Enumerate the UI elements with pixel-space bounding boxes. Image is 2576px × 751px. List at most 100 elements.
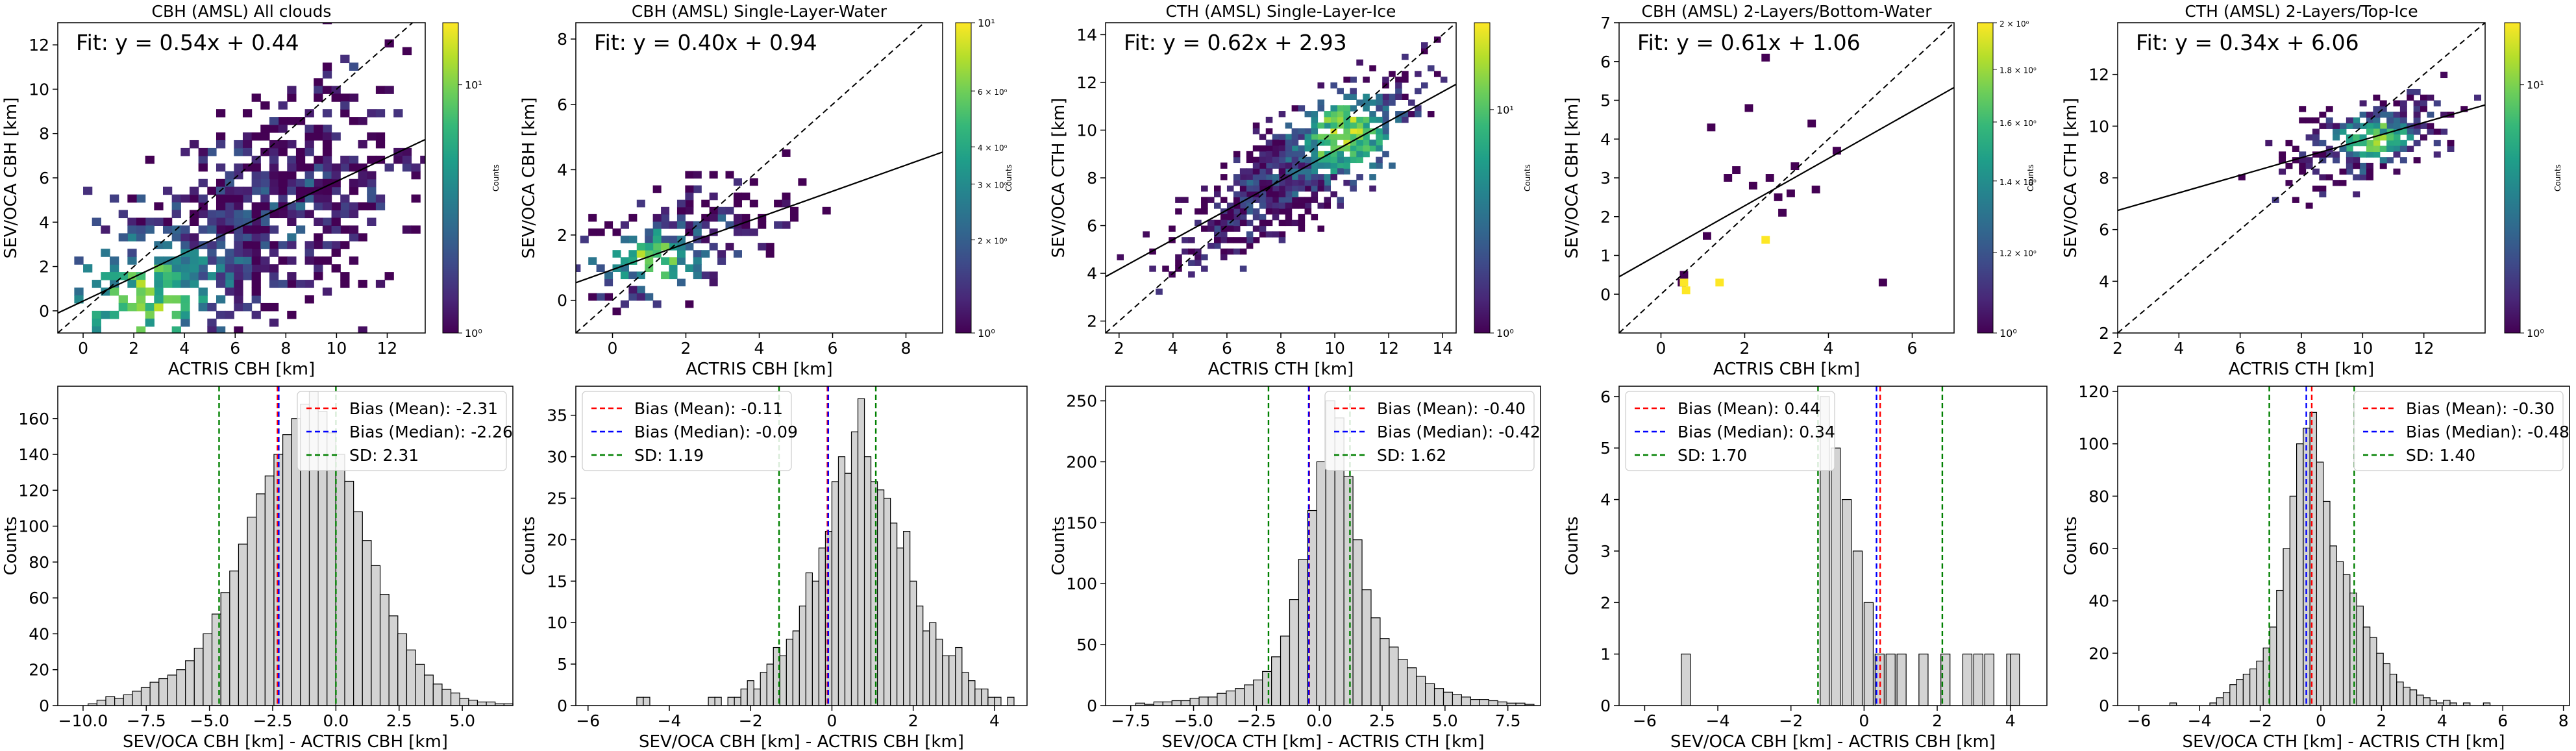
heatmap-cell — [1226, 248, 1234, 255]
legend-box — [2353, 391, 2564, 471]
heatmap-cell — [652, 221, 662, 229]
heatmap-cell — [207, 217, 217, 227]
heatmap-cell — [349, 179, 359, 188]
heatmap-cell — [1291, 151, 1299, 158]
heatmap-cell — [2366, 162, 2373, 169]
colorbar-tick-label: 10¹ — [1496, 104, 1514, 116]
heatmap-cell — [1389, 99, 1396, 106]
heatmap-cell — [1239, 219, 1247, 227]
colorbar-tick-label: 10⁰ — [1496, 327, 1514, 339]
heatmap-cell — [1246, 151, 1254, 158]
histogram-bar — [734, 696, 741, 706]
heatmap-cell — [287, 155, 297, 164]
heatmap-cell — [367, 155, 377, 164]
histogram-bar — [114, 698, 124, 706]
heatmap-cell — [2407, 134, 2414, 141]
histogram-bar — [792, 630, 800, 706]
heatmap-cell — [180, 194, 190, 203]
heatmap-cell — [234, 210, 243, 219]
heatmap-cell — [260, 217, 270, 227]
histogram-frame — [1618, 386, 2048, 706]
heatmap-cell — [242, 186, 253, 195]
histogram-ytick-label: 140 — [18, 445, 49, 464]
heatmap-cell — [1208, 197, 1215, 203]
heatmap-cell — [295, 179, 306, 188]
histogram-bar — [1984, 654, 1994, 706]
heatmap-cell — [1330, 156, 1337, 164]
heatmap-cell — [269, 280, 279, 288]
heatmap-cell — [709, 192, 718, 201]
heatmap-cell — [1291, 203, 1299, 209]
heatmap-cell — [2379, 123, 2387, 129]
heatmap-cell — [269, 225, 279, 234]
heatmap-cell — [287, 163, 297, 172]
heatmap-cell — [733, 178, 742, 186]
heatmap-cell — [604, 293, 613, 301]
heatmap-cell — [260, 256, 270, 265]
heatmap-cell — [304, 171, 314, 180]
heatmap-panel-3: Fit: y = 0.62x + 2.932 4 6 8 10 12 14246810121… — [1049, 2, 1532, 379]
heatmap-cell — [1278, 208, 1286, 215]
heatmap-ytick-label: 10 — [2088, 117, 2109, 136]
heatmap-cell — [669, 271, 678, 280]
histogram-bar — [132, 691, 142, 706]
heatmap-cell — [349, 225, 359, 234]
heatmap-cell — [234, 186, 243, 195]
heatmap-cell — [636, 243, 645, 251]
heatmap-cell — [1252, 208, 1260, 215]
heatmap-xtick-label: 6 — [2235, 339, 2246, 358]
fit-equation: Fit: y = 0.61x + 1.06 — [1637, 30, 1861, 55]
histogram-bar — [2283, 548, 2290, 706]
colorbar-tick-label: 3 × 10⁰ — [978, 181, 1008, 190]
heatmap-cell — [580, 236, 589, 243]
histogram-ytick-label: 6 — [1600, 388, 1611, 406]
heatmap-cell — [225, 225, 234, 234]
heatmap-ytick-label: 12 — [1076, 73, 1097, 92]
heatmap-ytick-label: 4 — [1600, 130, 1611, 149]
histogram-ytick-label: 2 — [1600, 593, 1611, 612]
heatmap-cell — [2312, 129, 2320, 135]
heatmap-panel-1: Fit: y = 0.54x + 0.440 2 4 6 8 10 12024681012A… — [1, 2, 501, 379]
heatmap-cell — [322, 109, 332, 117]
heatmap-cell — [1317, 99, 1325, 106]
histogram-bar — [1407, 667, 1417, 706]
histogram-xlabel: SEV/OCA CBH [km] - ACTRIS CBH [km] — [123, 732, 448, 751]
heatmap-cell — [216, 179, 226, 188]
heatmap-cell — [180, 280, 190, 288]
heatmap-cell — [2346, 145, 2353, 152]
heatmap-cell — [1278, 185, 1286, 192]
heatmap-cell — [1233, 203, 1241, 209]
heatmap-cell — [1259, 225, 1267, 232]
heatmap-cell — [83, 186, 93, 195]
heatmap-cell — [154, 272, 164, 280]
heatmap-cell — [1311, 197, 1319, 203]
heatmap-cell — [1376, 128, 1383, 134]
heatmap-ytick-label: 12 — [29, 36, 49, 55]
heatmap-cell — [1252, 145, 1260, 152]
heatmap-cell — [198, 194, 208, 203]
heatmap-cell — [225, 272, 234, 280]
heatmap-cell — [207, 256, 217, 265]
histogram-bar — [2429, 700, 2438, 706]
heatmap-cell — [1389, 162, 1396, 169]
heatmap-cell — [758, 221, 767, 229]
heatmap-cell — [1291, 174, 1299, 180]
heatmap-cell — [2353, 140, 2360, 147]
heatmap-cell — [242, 256, 253, 265]
heatmap-xtick-label: 8 — [901, 339, 911, 358]
heatmap-cell — [701, 214, 710, 222]
heatmap-cell — [758, 243, 767, 251]
heatmap-cell — [1408, 99, 1415, 106]
heatmap-xtick-label: 6 — [1222, 339, 1232, 358]
heatmap-cell — [1208, 225, 1215, 232]
heatmap-cell — [304, 125, 314, 133]
heatmap-cell — [1272, 134, 1280, 140]
heatmap-cell — [2386, 123, 2394, 129]
heatmap-cell — [1350, 93, 1357, 100]
heatmap-cell — [1272, 203, 1280, 209]
heatmap-cell — [765, 243, 774, 251]
heatmap-cell — [1395, 111, 1402, 117]
heatmap-cell — [145, 318, 155, 327]
heatmap-cell — [242, 109, 253, 117]
